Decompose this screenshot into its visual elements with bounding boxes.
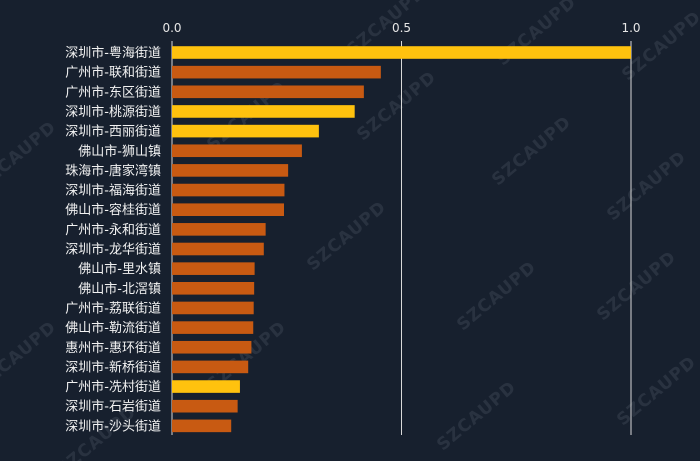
x-tick-label: 0.5: [392, 21, 411, 35]
bar: [172, 419, 232, 433]
category-label: 广州市-联和街道: [65, 65, 161, 81]
category-label: 深圳市-西丽街道: [65, 124, 161, 140]
category-label: 惠州市-惠环街道: [65, 340, 161, 356]
watermark-text: SZCAUPD: [303, 197, 390, 275]
category-label: 深圳市-石岩街道: [65, 399, 161, 415]
bars: [172, 46, 631, 433]
bar: [172, 262, 255, 275]
grid-lines: [171, 41, 632, 435]
bar: [172, 85, 364, 99]
x-axis-ticks: 0.0 0.5 1.0: [162, 21, 640, 35]
category-label: 广州市-永和街道: [65, 222, 161, 238]
category-label: 佛山市-里水镇: [78, 261, 161, 277]
category-label: 深圳市-桃源街道: [65, 104, 161, 120]
bar: [172, 301, 254, 315]
category-label: 广州市-荔联街道: [65, 300, 161, 316]
watermark-text: SZCAUPD: [0, 317, 60, 395]
bar: [172, 144, 302, 158]
watermark-text: SZCAUPD: [488, 112, 575, 190]
category-label: 深圳市-龙华街道: [65, 242, 161, 258]
bar: [172, 242, 264, 256]
bar: [172, 124, 319, 138]
bar: [172, 46, 631, 59]
category-label: 佛山市-北滘镇: [78, 281, 161, 297]
category-label: 深圳市-粤海街道: [65, 45, 161, 61]
category-label: 珠海市-唐家湾镇: [65, 163, 161, 179]
bar: [172, 164, 289, 177]
bar: [172, 203, 284, 216]
watermark-text: SZCAUPD: [618, 7, 700, 85]
watermark-text: SZCAUPD: [493, 0, 580, 70]
watermark-text: SZCAUPD: [353, 67, 440, 145]
bar: [172, 399, 238, 413]
category-label: 深圳市-福海街道: [65, 183, 161, 199]
bar: [172, 65, 381, 79]
category-labels: 深圳市-粤海街道广州市-联和街道广州市-东区街道深圳市-桃源街道深圳市-西丽街道…: [65, 45, 161, 434]
category-label: 广州市-东区街道: [65, 84, 161, 100]
bar: [172, 360, 249, 374]
watermark-text: SZCAUPD: [613, 352, 700, 430]
watermark-text: SZCAUPD: [433, 377, 520, 455]
category-label: 佛山市-狮山镇: [78, 143, 161, 159]
watermark-text: SZCAUPD: [603, 147, 690, 225]
bar: [172, 105, 355, 118]
watermark-text: SZCAUPD: [593, 247, 680, 325]
category-label: 佛山市-容桂街道: [65, 202, 161, 218]
category-label: 佛山市-勒流街道: [65, 320, 161, 336]
category-label: 广州市-冼村街道: [65, 379, 161, 395]
x-tick-label: 1.0: [621, 21, 640, 35]
watermark-text: SZCAUPD: [0, 117, 60, 195]
bar: [172, 380, 240, 393]
watermark-text: SZCAUPD: [453, 257, 540, 335]
bar: [172, 223, 266, 236]
bar: [172, 282, 255, 295]
category-label: 深圳市-沙头街道: [65, 418, 161, 434]
x-tick-label: 0.0: [162, 21, 181, 35]
category-label: 深圳市-新桥街道: [65, 359, 161, 375]
bar: [172, 340, 252, 354]
bar: [172, 321, 254, 334]
bar: [172, 183, 285, 197]
